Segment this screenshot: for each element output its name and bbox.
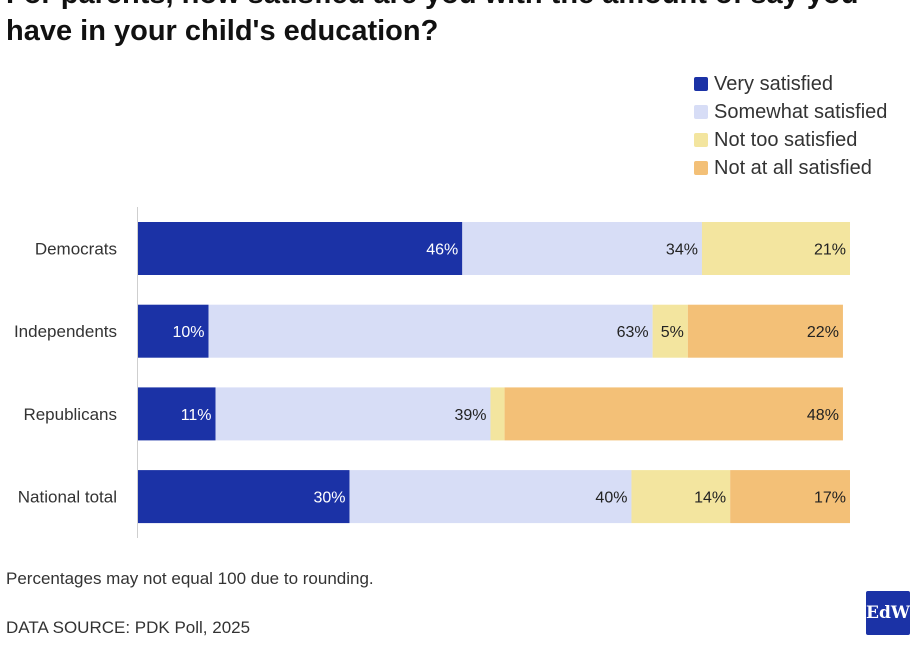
bar-segment <box>652 304 688 358</box>
legend-label: Not at all satisfied <box>714 156 872 179</box>
stacked-bar-chart: Democrats 46% 34% 21% Independents 10% 63% 5% 22… <box>14 207 850 538</box>
legend-item-somewhat-satisfied: Somewhat satisfied <box>694 98 887 126</box>
legend-item-very-satisfied: Very satisfied <box>694 70 887 98</box>
legend-swatch-very-satisfied <box>694 77 708 91</box>
category-label: Democrats <box>35 240 117 259</box>
bar-segment <box>504 387 843 441</box>
bar-segment <box>138 222 463 275</box>
data-source: DATA SOURCE: PDK Poll, 2025 <box>6 618 251 637</box>
bar-segment <box>687 304 843 358</box>
data-label: 46% <box>426 242 458 259</box>
bar-segment <box>349 470 632 524</box>
bar-segment <box>215 387 491 441</box>
category-label: Republicans <box>23 405 117 424</box>
data-label: 10% <box>172 324 204 341</box>
data-label: 40% <box>595 490 627 507</box>
bar-segment <box>138 304 209 358</box>
chart-title: For parents, how satisfied are you with … <box>6 0 858 47</box>
data-label: 17% <box>814 490 846 507</box>
data-label: 21% <box>814 242 846 259</box>
bar-segment <box>138 387 216 441</box>
footnote: Percentages may not equal 100 due to rou… <box>6 569 374 588</box>
data-label: 11% <box>181 407 212 424</box>
legend-label: Very satisfied <box>714 72 833 95</box>
legend-swatch-somewhat-satisfied <box>694 105 708 119</box>
legend-item-not-at-all-satisfied: Not at all satisfied <box>694 154 887 182</box>
legend-item-not-too-satisfied: Not too satisfied <box>694 126 887 154</box>
data-label: 5% <box>661 324 684 341</box>
data-label: 22% <box>807 324 839 341</box>
bar-segment <box>631 470 731 524</box>
bar-segment <box>138 470 350 524</box>
bar-segment <box>730 470 850 524</box>
data-label: 48% <box>807 407 839 424</box>
legend-swatch-not-too-satisfied <box>694 133 708 147</box>
bar-segment <box>208 304 653 358</box>
bar-segment <box>490 387 505 441</box>
edweek-logo: EdW <box>866 591 910 635</box>
data-label: 63% <box>617 324 649 341</box>
data-label: 30% <box>313 490 345 507</box>
legend-label: Not too satisfied <box>714 128 858 151</box>
data-label: 34% <box>666 242 698 259</box>
data-label: 14% <box>694 490 726 507</box>
bar-segment <box>701 222 850 275</box>
category-label: Independents <box>14 322 117 341</box>
legend-swatch-not-at-all-satisfied <box>694 161 708 175</box>
bar-segment <box>462 222 702 275</box>
category-label: National total <box>18 488 117 507</box>
data-label: 39% <box>454 407 486 424</box>
legend: Very satisfied Somewhat satisfied Not to… <box>694 70 887 182</box>
legend-label: Somewhat satisfied <box>714 100 888 123</box>
